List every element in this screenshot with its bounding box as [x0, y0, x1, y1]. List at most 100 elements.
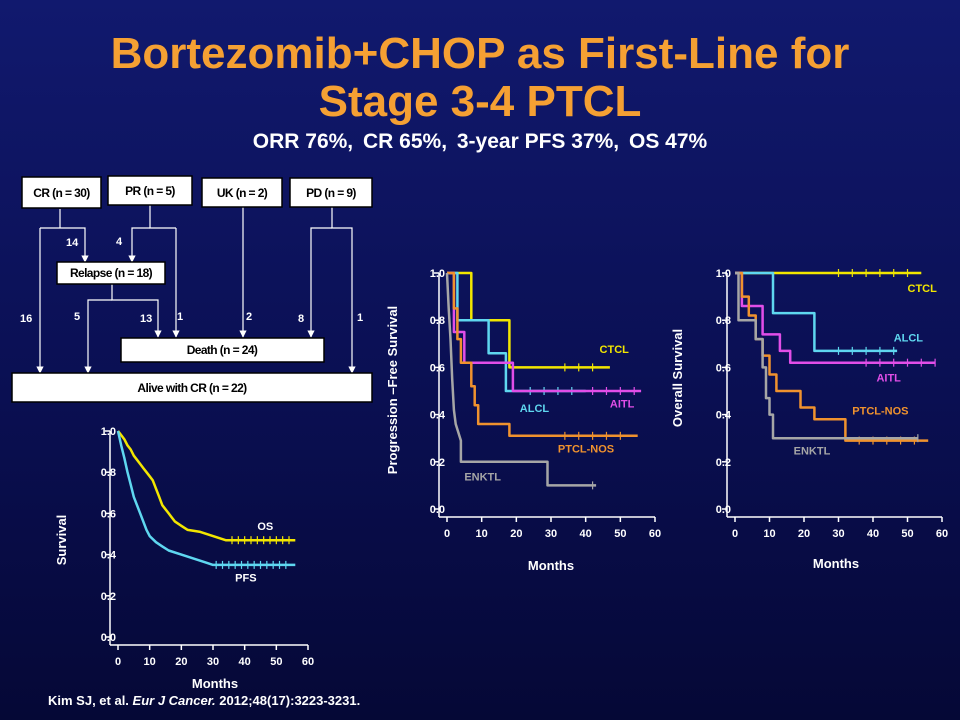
x-tick-label: 20 — [510, 528, 522, 540]
x-tick-label: 30 — [832, 528, 844, 540]
citation-reference: 2012;48(17):3223-3231. — [219, 693, 361, 708]
box-pd — [289, 177, 373, 208]
flow-pr-to-relapse — [128, 227, 150, 263]
y-tick-label: 1.0 — [716, 268, 731, 280]
flow-relapse-to-death — [111, 284, 162, 338]
x-axis-label: Months — [528, 558, 574, 573]
box-relapse-label: Relapse (n = 18) — [70, 266, 153, 280]
pfs-stat: 3-year PFS 37%, — [456, 130, 620, 153]
num-relapse-to-death: 13 — [140, 313, 152, 325]
y-tick-label: 0.6 — [101, 508, 116, 520]
box-alive — [11, 372, 373, 403]
x-tick-label: 10 — [763, 528, 775, 540]
x-tick-label: 60 — [936, 528, 948, 540]
num-cr-to-alive: 16 — [20, 313, 32, 325]
y-tick-label: 0.6 — [430, 362, 445, 374]
x-tick-label: 40 — [239, 656, 251, 668]
y-axis-label: Survival — [54, 515, 69, 566]
series-label-ctcl: CTCL — [600, 344, 630, 356]
y-tick-label: 0.6 — [716, 362, 731, 374]
citation: Kim SJ, et al. Eur J Cancer. 2012;48(17)… — [48, 693, 360, 708]
x-tick-label: 10 — [144, 656, 156, 668]
series-line-aitl — [735, 271, 936, 364]
box-uk — [201, 177, 283, 208]
y-tick-label: 0.8 — [430, 315, 445, 327]
orr-stat: ORR 76%, — [252, 130, 354, 153]
x-tick-label: 30 — [207, 656, 219, 668]
slide-title: Bortezomib+CHOP as First-Line for Stage … — [0, 30, 960, 126]
x-tick-label: 20 — [798, 528, 810, 540]
box-relapse — [56, 261, 166, 285]
y-tick-label: 0.8 — [716, 315, 731, 327]
x-tick-label: 40 — [580, 528, 592, 540]
series-line-alcl — [735, 271, 898, 353]
x-axis-label: Months — [192, 676, 238, 691]
series-label-alcl: ALCL — [894, 332, 924, 344]
x-tick-label: 30 — [545, 528, 557, 540]
series-label-ptcl-nos: PTCL-NOS — [558, 443, 614, 455]
results-summary: ORR 76%, CR 65%, 3-year PFS 37%, OS 47% — [0, 130, 960, 154]
y-tick-label: 0.2 — [430, 457, 445, 469]
y-axis-label: Overall Survival — [670, 329, 685, 427]
series-label-aitl: AITL — [876, 373, 901, 385]
num-pd-to-alive: 1 — [357, 312, 363, 324]
flow-pd-to-death — [307, 227, 332, 338]
os-stat: OS 47% — [628, 130, 708, 153]
series-line-enktl — [735, 271, 918, 440]
y-tick-label: 0.4 — [716, 410, 732, 422]
overall-survival-chart: 0.0 0.2 0.4 0.6 0.8 1.0 0 10 20 30 40 50 60 Months Sur… — [54, 426, 314, 691]
y-axis-label: Progression –Free Survival — [385, 306, 400, 474]
series-line-alcl — [447, 271, 586, 393]
x-tick-label: 60 — [302, 656, 314, 668]
flow-pd-to-alive — [331, 207, 356, 374]
x-tick-label: 0 — [115, 656, 121, 668]
box-pd-label: PD (n = 9) — [306, 186, 356, 200]
flow-cr-to-relapse — [40, 227, 89, 263]
y-tick-label: 0.2 — [101, 591, 116, 603]
x-axis-label: Months — [813, 556, 859, 571]
series-label-aitl: AITL — [610, 399, 635, 411]
y-tick-label: 1.0 — [430, 268, 445, 280]
box-cr-label: CR (n = 30) — [33, 186, 90, 200]
flow-relapse-to-alive — [84, 299, 112, 374]
title-line-2: Stage 3-4 PTCL — [318, 77, 642, 126]
num-cr-to-relapse: 14 — [66, 237, 79, 249]
series-label-ctcl: CTCL — [908, 283, 938, 295]
series-line-os — [117, 430, 296, 542]
x-tick-label: 50 — [614, 528, 626, 540]
series-label-alcl: ALCL — [520, 403, 550, 415]
citation-authors: Kim SJ, et al. — [48, 693, 129, 708]
x-tick-label: 10 — [476, 528, 488, 540]
box-cr — [21, 176, 102, 209]
y-tick-label: 1.0 — [101, 426, 116, 438]
os-by-subtype-chart: 0.0 0.2 0.4 0.6 0.8 1.0 0 10 20 30 40 50 60 Months Ove… — [670, 268, 948, 571]
series-line-pfs — [116, 430, 296, 567]
patient-flow-diagram: CR (n = 30) PR (n = 5) UK (n = 2) PD (n … — [11, 175, 373, 403]
num-relapse-to-alive: 5 — [74, 311, 80, 323]
flow-pr-stem — [149, 205, 176, 229]
num-pr-to-relapse: 4 — [116, 236, 123, 248]
y-tick-label: 0.2 — [716, 457, 731, 469]
box-uk-label: UK (n = 2) — [217, 186, 268, 200]
x-tick-label: 50 — [901, 528, 913, 540]
box-death-label: Death (n = 24) — [187, 343, 258, 357]
title-line-1: Bortezomib+CHOP as First-Line for — [110, 29, 850, 78]
y-tick-label: 0.4 — [430, 410, 446, 422]
y-tick-label: 0.4 — [101, 550, 117, 562]
series-line-enktl — [445, 272, 597, 487]
cr-stat: CR 65%, — [363, 130, 448, 153]
pfs-by-subtype-chart: 0.0 0.2 0.4 0.6 0.8 1.0 0 10 20 30 40 50 60 Months Pro… — [385, 268, 661, 573]
y-tick-label: 0.0 — [716, 504, 731, 516]
series-line-ctcl — [447, 271, 610, 369]
box-alive-label: Alive with CR (n = 22) — [137, 381, 247, 395]
series-label-pfs: PFS — [235, 572, 256, 584]
box-pr-label: PR (n = 5) — [125, 184, 175, 198]
series-label-enktl: ENKTL — [464, 472, 501, 484]
series-line-ptcl-nos — [447, 271, 638, 438]
x-tick-label: 40 — [867, 528, 879, 540]
x-tick-label: 0 — [444, 528, 450, 540]
x-tick-label: 60 — [649, 528, 661, 540]
x-tick-label: 0 — [732, 528, 738, 540]
y-tick-label: 0.0 — [101, 632, 116, 644]
